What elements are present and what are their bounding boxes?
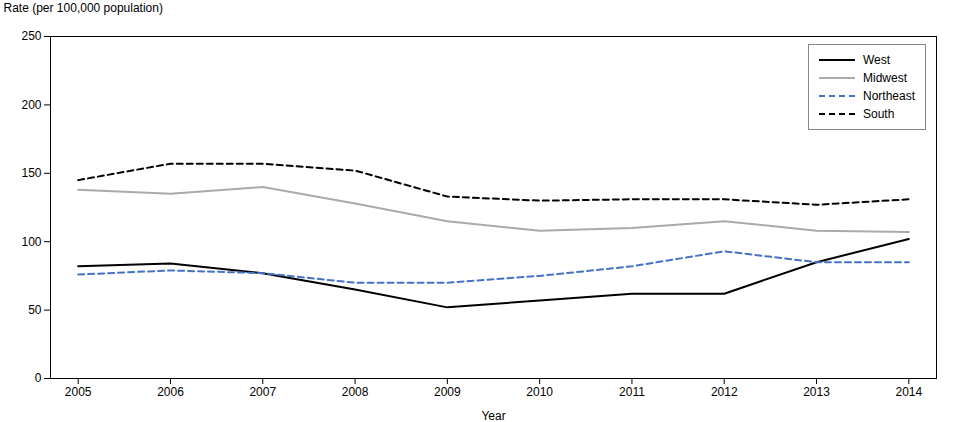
svg-text:Year: Year (481, 409, 505, 422)
html-text:Midwest: Midwest (863, 71, 907, 85)
svg-text:100: 100 (21, 235, 41, 249)
svg-text:Rate (per 100,000 population): Rate (per 100,000 population) (4, 1, 163, 15)
svg-text:2014: 2014 (895, 385, 922, 399)
svg-text:2011: 2011 (619, 385, 645, 399)
svg-text:2012: 2012 (711, 385, 738, 399)
svg-text:2005: 2005 (65, 385, 92, 399)
svg-text:50: 50 (28, 303, 42, 317)
html-text:West: West (863, 53, 891, 67)
svg-text:2010: 2010 (526, 385, 553, 399)
svg-text:2009: 2009 (434, 385, 461, 399)
svg-text:2006: 2006 (157, 385, 184, 399)
svg-text:0: 0 (35, 371, 42, 385)
svg-text:2008: 2008 (342, 385, 369, 399)
html-text:Northeast: Northeast (863, 89, 915, 103)
svg-text:2013: 2013 (803, 385, 830, 399)
svg-text:200: 200 (21, 98, 41, 112)
svg-text:250: 250 (21, 29, 41, 43)
svg-text:2007: 2007 (249, 385, 276, 399)
html-text:South: South (863, 107, 895, 121)
svg-text:150: 150 (21, 166, 41, 180)
